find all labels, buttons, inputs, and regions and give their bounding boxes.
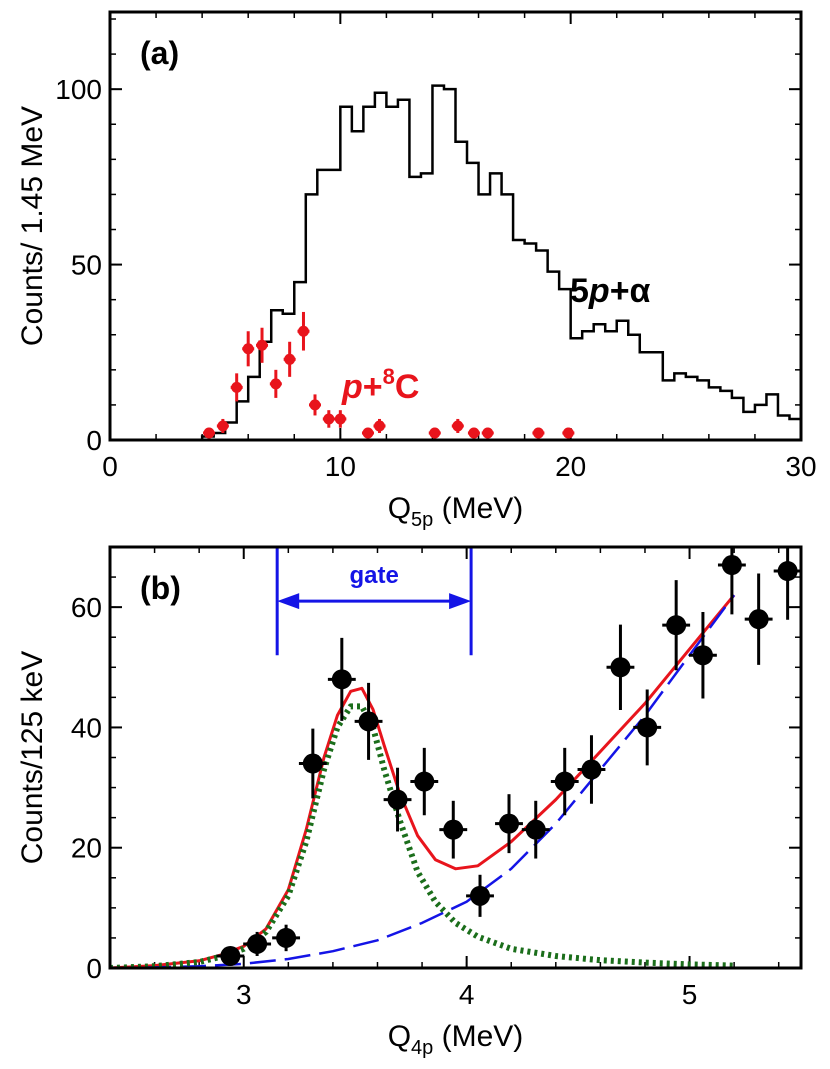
x-axis-title: Q5p (MeV) xyxy=(388,492,524,531)
x-tick-label: 5 xyxy=(682,979,698,1010)
x-axis-title-sub: 4p xyxy=(411,1037,433,1059)
data-point-p8c xyxy=(562,427,574,439)
data-point xyxy=(498,813,519,834)
data-point-p8c xyxy=(231,381,243,393)
x-axis-title-unit: (MeV) xyxy=(433,492,523,525)
fit-curve-dashed xyxy=(110,594,736,968)
x-axis-title-sub: 5p xyxy=(411,509,433,531)
label-5p-alpha: 5p+α xyxy=(570,272,651,310)
data-point xyxy=(581,759,602,780)
x-tick-label: 20 xyxy=(555,451,586,482)
x-tick-label: 3 xyxy=(236,979,252,1010)
data-point-p8c xyxy=(373,420,385,432)
data-point xyxy=(302,753,323,774)
data-point-p8c xyxy=(532,427,544,439)
data-point xyxy=(220,945,241,966)
label-part: 8 xyxy=(383,364,395,389)
x-tick-label: 10 xyxy=(325,451,356,482)
data-point-p8c xyxy=(203,427,215,439)
data-point xyxy=(692,645,713,666)
data-point-p8c xyxy=(217,420,229,432)
label-part: p xyxy=(341,368,363,406)
data-point xyxy=(247,933,268,954)
plot-area xyxy=(110,84,801,440)
data-point xyxy=(276,927,297,948)
y-tick-label: 50 xyxy=(71,250,102,281)
plot-frame xyxy=(108,545,803,970)
data-point xyxy=(748,609,769,630)
data-point xyxy=(777,561,798,582)
data-point xyxy=(387,789,408,810)
y-tick-label: 20 xyxy=(71,833,102,864)
data-point-p8c xyxy=(452,420,464,432)
data-point-p8c xyxy=(297,325,309,337)
y-tick-label: 0 xyxy=(86,425,102,456)
x-axis-title-main: Q xyxy=(388,1020,411,1053)
fit-curve-dotted xyxy=(110,703,735,968)
label-part: 5 xyxy=(570,272,589,310)
label-p8c: p+8C xyxy=(341,364,419,406)
data-point xyxy=(637,717,658,738)
data-point xyxy=(554,771,575,792)
gate-label: gate xyxy=(349,562,398,589)
label-part: +α xyxy=(610,272,651,310)
x-tick-label: 30 xyxy=(785,451,816,482)
plot-area xyxy=(110,547,801,968)
fit-curve-solid xyxy=(110,594,736,968)
y-tick-label: 100 xyxy=(55,74,102,105)
data-point xyxy=(721,555,742,576)
data-point-p8c xyxy=(270,378,282,390)
data-point-p8c xyxy=(362,427,374,439)
x-axis-title-unit: (MeV) xyxy=(433,1020,523,1053)
label-part: + xyxy=(363,368,383,406)
data-point xyxy=(358,711,379,732)
data-point-p8c xyxy=(429,427,441,439)
data-point-p8c xyxy=(482,427,494,439)
data-point-p8c xyxy=(334,413,346,425)
panel-label: (a) xyxy=(140,35,179,71)
data-point xyxy=(331,669,352,690)
data-point-p8c xyxy=(323,413,335,425)
data-point xyxy=(443,819,464,840)
y-tick-label: 0 xyxy=(86,953,102,984)
data-point-p8c xyxy=(468,427,480,439)
data-point xyxy=(414,771,435,792)
data-point xyxy=(666,615,687,636)
data-point-p8c xyxy=(284,353,296,365)
y-tick-label: 60 xyxy=(71,592,102,623)
y-axis-title: Counts/125 keV xyxy=(16,651,49,864)
plot-frame xyxy=(108,10,803,442)
data-point xyxy=(525,819,546,840)
gate-arrow-right xyxy=(449,593,472,610)
x-axis-title-main: Q xyxy=(388,492,411,525)
data-point-p8c xyxy=(309,399,321,411)
x-tick-label: 0 xyxy=(102,451,118,482)
histogram-5p-alpha xyxy=(110,84,801,440)
data-point xyxy=(610,657,631,678)
data-point xyxy=(470,885,491,906)
y-tick-label: 40 xyxy=(71,712,102,743)
panel-b: 3 4 5 0 20 40 60 Q4p (MeV) Counts/125 keV (b) gate xyxy=(16,545,803,1059)
label-part: C xyxy=(395,368,420,406)
label-part: p xyxy=(588,272,610,310)
x-axis-title: Q4p (MeV) xyxy=(388,1020,524,1059)
gate-arrow-left xyxy=(277,593,300,610)
panel-label: (b) xyxy=(140,570,181,606)
x-tick-label: 4 xyxy=(459,979,475,1010)
data-point-p8c xyxy=(256,339,268,351)
data-point-p8c xyxy=(242,343,254,355)
y-axis-title: Counts/ 1.45 MeV xyxy=(16,106,49,346)
